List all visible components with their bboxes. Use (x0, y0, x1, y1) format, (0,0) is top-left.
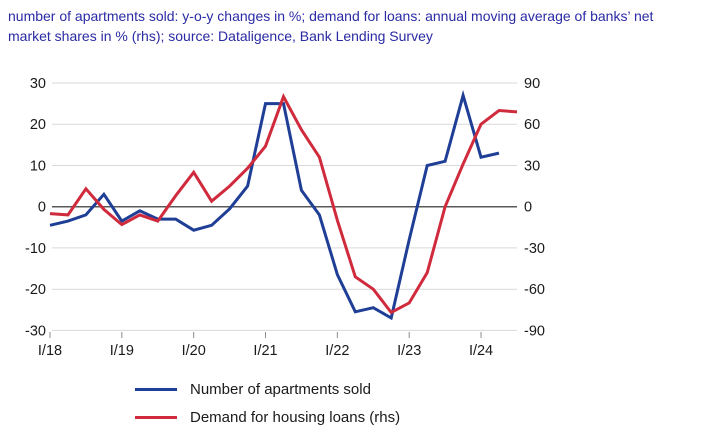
left-axis-tick-label: 10 (30, 159, 46, 175)
chart-title: number of apartments sold: y-o-y changes… (8, 6, 702, 46)
right-axis-tick-label: 60 (524, 117, 540, 133)
left-axis-tick-label: -30 (25, 323, 46, 339)
left-axis-tick-label: -20 (25, 282, 46, 298)
x-axis: I/18 I/19 I/20 I/21 I/22 I/23 I/24 (38, 332, 493, 359)
legend-label-apartments: Number of apartments sold (190, 380, 371, 398)
x-axis-tick-label: I/21 (253, 343, 277, 359)
chart-legend: Number of apartments sold Demand for hou… (135, 377, 400, 429)
chart-title-line2: market shares in % (rhs); source: Datali… (8, 28, 433, 44)
chart-title-line1: number of apartments sold: y-o-y changes… (8, 8, 654, 24)
x-axis-tick-label: I/18 (38, 343, 62, 359)
gridlines (52, 82, 517, 331)
legend-item-loans: Demand for housing loans (rhs) (135, 405, 400, 429)
left-axis-tick-label: -10 (25, 241, 46, 257)
apartments-sold-line (49, 89, 500, 321)
x-axis-tick-label: I/22 (325, 343, 349, 359)
right-axis-tick-label: 90 (524, 76, 540, 92)
apartments-line-swatch-icon (135, 387, 177, 391)
x-axis-tick-label: I/19 (110, 343, 134, 359)
left-axis-labels: 30 20 10 0 -10 -20 -30 (25, 76, 46, 339)
right-axis-tick-label: -90 (524, 323, 545, 339)
legend-item-apartments: Number of apartments sold (135, 377, 400, 401)
left-axis-tick-label: 30 (30, 76, 46, 92)
right-axis-tick-label: 30 (524, 159, 540, 175)
right-axis-tick-label: -60 (524, 282, 545, 298)
legend-label-loans: Demand for housing loans (rhs) (190, 408, 401, 426)
left-axis-tick-label: 0 (38, 200, 46, 216)
right-axis-labels: 90 60 30 0 -30 -60 -90 (524, 76, 545, 339)
left-axis-tick-label: 20 (30, 117, 46, 133)
right-axis-tick-label: 0 (524, 200, 532, 216)
right-axis-tick-label: -30 (524, 241, 545, 257)
x-axis-tick-label: I/23 (397, 343, 421, 359)
loans-line-swatch-icon (135, 415, 177, 419)
housing-loans-line (49, 93, 518, 315)
x-axis-tick-label: I/20 (182, 343, 206, 359)
x-axis-tick-label: I/24 (469, 343, 493, 359)
